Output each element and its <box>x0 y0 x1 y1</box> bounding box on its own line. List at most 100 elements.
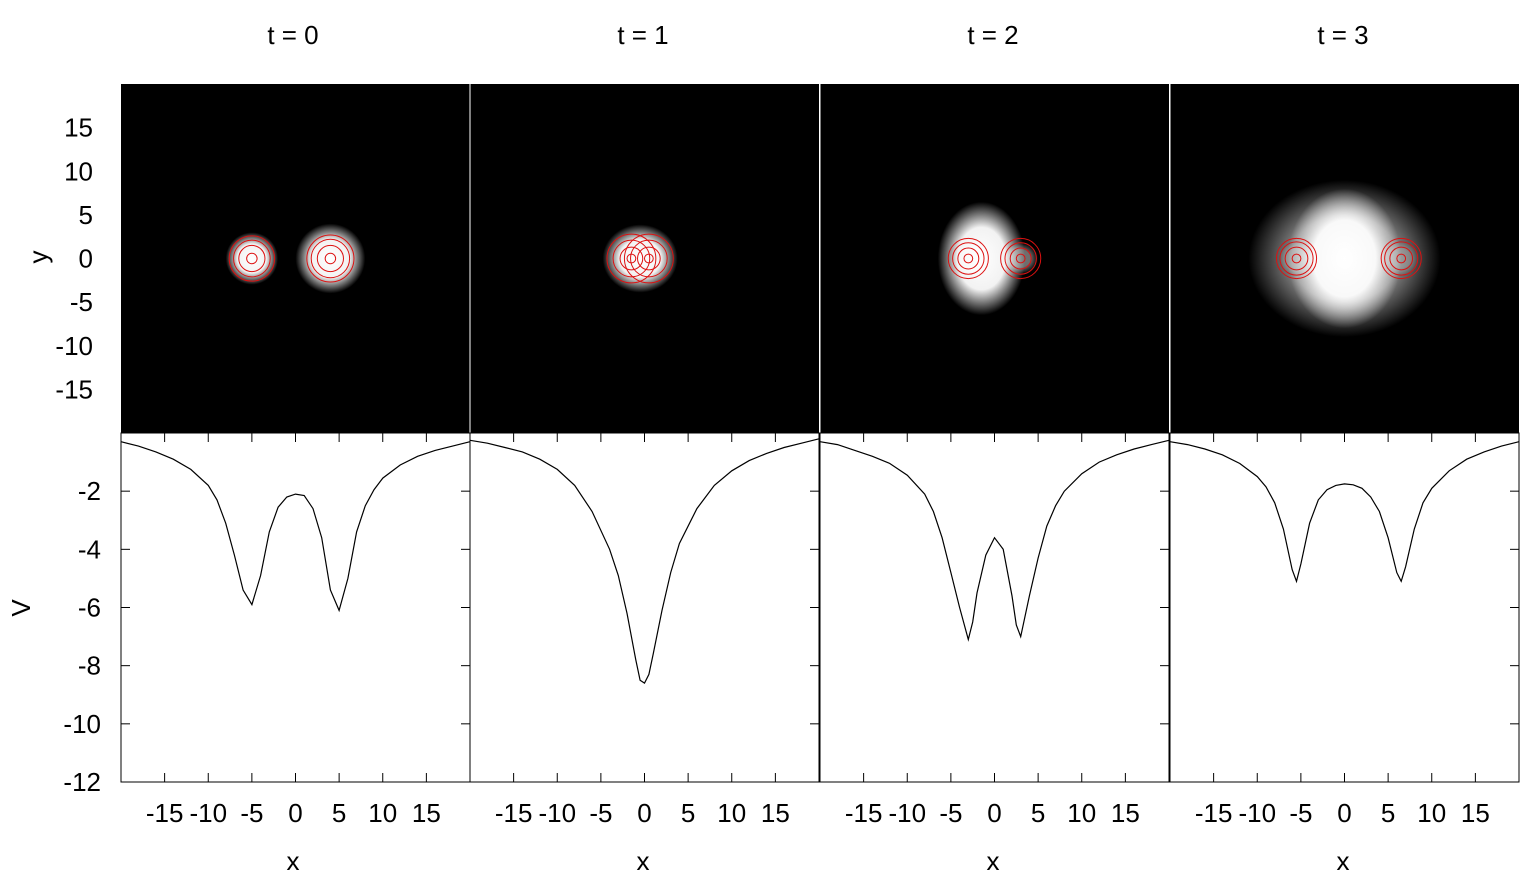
x-tick-label: -15 <box>146 798 184 828</box>
potential-plot-row: -15 -10 -5 0 5 10 15 -15 -10 -5 0 5 10 15 -15 -10 -5 0 5 10… <box>120 432 1520 828</box>
potential-y-tick-label: -4 <box>78 534 101 564</box>
x-tick-label: 10 <box>1067 798 1096 828</box>
x-tick-label: -5 <box>939 798 962 828</box>
potential-line <box>469 438 820 684</box>
contour-ring <box>1000 237 1042 280</box>
density-blob <box>295 223 366 294</box>
contour-ring <box>246 252 258 265</box>
x-axis-label-panel-3: x <box>987 846 1000 876</box>
contour-ring <box>238 244 266 273</box>
contour-ring <box>1275 237 1318 280</box>
contour-ring <box>310 238 351 279</box>
contour-ring <box>630 239 668 278</box>
x-tick-label: -5 <box>240 798 263 828</box>
potential-line <box>120 441 471 613</box>
plot-frame <box>1169 432 1520 783</box>
potential-y-tick-label: -10 <box>63 709 101 739</box>
x-tick-label: 0 <box>987 798 1001 828</box>
x-tick-label: 5 <box>681 798 695 828</box>
x-tick-label: 10 <box>717 798 746 828</box>
contour-ring <box>1284 246 1309 271</box>
contour-ring <box>1279 241 1314 276</box>
density-map-panel <box>820 84 1169 433</box>
potential-y-axis-label: V <box>6 599 36 617</box>
x-tick-label: 15 <box>1461 798 1490 828</box>
contour-ring <box>306 234 355 283</box>
contour-ring <box>952 242 985 275</box>
x-tick-label: -5 <box>1289 798 1312 828</box>
x-tick-label: -10 <box>1238 798 1276 828</box>
x-axis-label-panel-1: x <box>287 846 300 876</box>
x-tick-label: 5 <box>1031 798 1045 828</box>
density-map-panel <box>1170 84 1519 433</box>
contour-ring <box>644 253 654 264</box>
potential-plot-panel: -15 -10 -5 0 5 10 15 <box>1169 432 1520 828</box>
contour-ring <box>623 233 674 284</box>
contour-ring <box>947 237 989 280</box>
x-tick-label: -15 <box>845 798 883 828</box>
contour-ring <box>619 246 644 271</box>
contour-ring <box>963 253 974 264</box>
density-blob <box>602 224 678 293</box>
map-y-tick-label: -5 <box>70 287 93 317</box>
panel-title-t2: t = 2 <box>967 20 1018 50</box>
density-blob <box>1003 242 1039 275</box>
x-tick-label: 5 <box>332 798 346 828</box>
x-tick-label: -15 <box>495 798 533 828</box>
contour-ring <box>612 239 651 278</box>
x-tick-label: 15 <box>412 798 441 828</box>
contour-ring <box>316 244 344 273</box>
map-y-tick-label: 15 <box>64 113 93 143</box>
potential-line <box>1169 441 1520 584</box>
contour-ring <box>606 233 657 284</box>
x-tick-label: 15 <box>1111 798 1140 828</box>
x-tick-label: -10 <box>888 798 926 828</box>
potential-plot-panel: -15 -10 -5 0 5 10 15 <box>819 432 1170 828</box>
contour-ring <box>1396 253 1407 264</box>
x-tick-label: 10 <box>1417 798 1446 828</box>
potential-y-tick-label: -8 <box>78 651 101 681</box>
potential-y-tick-label: -2 <box>78 476 101 506</box>
contour-ring <box>1004 242 1037 275</box>
potential-y-tick-label: -12 <box>63 767 101 797</box>
map-y-tick-label: 5 <box>79 200 93 230</box>
x-tick-label: 0 <box>637 798 651 828</box>
map-y-tick-label: 10 <box>64 156 93 186</box>
contour-ring <box>1291 253 1302 264</box>
x-axis-label-panel-2: x <box>637 846 650 876</box>
contour-ring <box>1389 246 1414 271</box>
x-tick-label: -10 <box>189 798 227 828</box>
x-tick-label: -15 <box>1195 798 1233 828</box>
density-blob <box>1383 241 1419 276</box>
density-map-row <box>121 84 1519 433</box>
contour-ring <box>957 247 980 270</box>
panel-title-t1: t = 1 <box>617 20 668 50</box>
panel-titles: t = 0 t = 1 t = 2 t = 3 <box>267 20 1368 50</box>
x-tick-label: 5 <box>1381 798 1395 828</box>
density-blob <box>1279 241 1314 276</box>
panel-title-t3: t = 3 <box>1317 20 1368 50</box>
map-y-axis: y 15 10 5 0 -5 -10 -15 <box>23 113 93 405</box>
plot-frame <box>120 432 471 783</box>
contour-ring <box>637 246 661 271</box>
x-tick-label: 0 <box>288 798 302 828</box>
map-y-tick-label: 0 <box>79 244 93 274</box>
x-axis-label-panel-4: x <box>1337 846 1350 876</box>
potential-plot-panel: -15 -10 -5 0 5 10 15 <box>469 432 820 828</box>
contour-ring <box>228 235 276 282</box>
density-map-panel <box>121 84 470 433</box>
plot-frame <box>819 432 1170 783</box>
contour-ring <box>324 252 337 265</box>
x-tick-label: -5 <box>589 798 612 828</box>
contour-ring <box>1384 241 1419 276</box>
contour-ring <box>233 239 271 278</box>
plot-frame <box>469 432 820 783</box>
map-y-tick-label: -15 <box>55 374 93 404</box>
contour-ring <box>1009 247 1032 270</box>
potential-y-tick-label: -6 <box>78 593 101 623</box>
x-tick-label: 15 <box>761 798 790 828</box>
x-tick-label: 0 <box>1337 798 1351 828</box>
x-tick-label: -10 <box>538 798 576 828</box>
map-y-axis-label: y <box>23 251 53 264</box>
potential-y-axis: V -2 -4 -6 -8 -10 -12 <box>6 476 101 797</box>
